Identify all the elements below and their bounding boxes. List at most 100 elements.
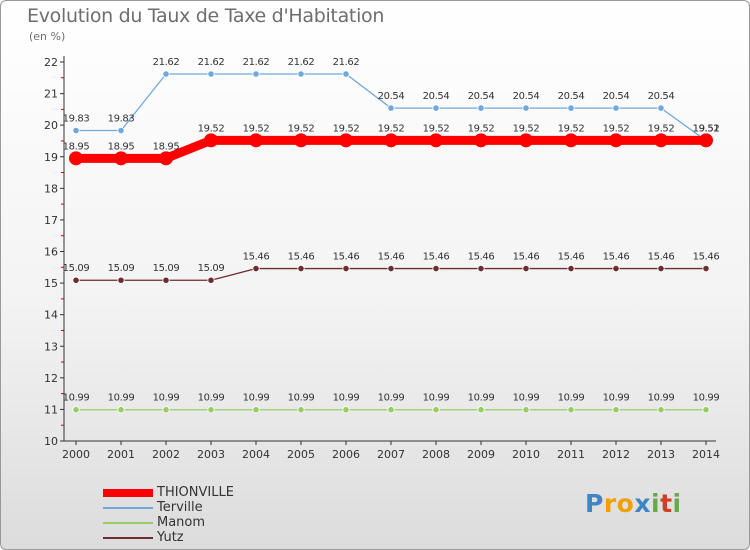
point-manom-2005[interactable] bbox=[297, 406, 305, 414]
data-label-manom-2009: 10.99 bbox=[468, 393, 495, 404]
point-terville-2013[interactable] bbox=[657, 104, 665, 112]
data-label-manom-2008: 10.99 bbox=[423, 393, 450, 404]
point-thionville-2004[interactable] bbox=[249, 133, 263, 148]
point-thionville-2013[interactable] bbox=[654, 133, 668, 148]
point-thionville-2001[interactable] bbox=[114, 151, 128, 166]
data-label-manom-2006: 10.99 bbox=[333, 393, 360, 404]
data-label-yutz-2010: 15.46 bbox=[513, 252, 540, 263]
point-manom-2010[interactable] bbox=[522, 406, 530, 414]
chart-unit-label: (en %) bbox=[29, 30, 66, 43]
data-label-thionville-2007: 19.52 bbox=[378, 123, 405, 134]
point-manom-2004[interactable] bbox=[252, 406, 260, 414]
legend-swatch-yutz bbox=[103, 536, 153, 539]
point-thionville-2002[interactable] bbox=[159, 151, 173, 166]
point-yutz-2002[interactable] bbox=[162, 276, 170, 284]
legend-label-yutz: Yutz bbox=[157, 530, 184, 545]
point-thionville-2003[interactable] bbox=[204, 133, 218, 148]
point-manom-2013[interactable] bbox=[657, 406, 665, 414]
data-label-thionville-2010: 19.52 bbox=[513, 123, 540, 134]
point-manom-2006[interactable] bbox=[342, 406, 350, 414]
logo-letter: x bbox=[634, 489, 651, 518]
data-label-thionville-2014: 19.52 bbox=[693, 123, 720, 134]
point-thionville-2006[interactable] bbox=[339, 133, 353, 148]
data-label-thionville-2000: 18.95 bbox=[63, 141, 90, 152]
point-terville-2011[interactable] bbox=[567, 104, 575, 112]
point-terville-2000[interactable] bbox=[72, 126, 80, 135]
logo-letter: o bbox=[616, 489, 635, 518]
point-manom-2003[interactable] bbox=[207, 406, 215, 414]
y-tick-label-12: 12 bbox=[44, 372, 58, 385]
point-yutz-2008[interactable] bbox=[432, 264, 440, 273]
data-label-yutz-2012: 15.46 bbox=[603, 252, 630, 263]
data-label-manom-2001: 10.99 bbox=[108, 393, 135, 404]
point-terville-2012[interactable] bbox=[612, 104, 620, 112]
point-manom-2007[interactable] bbox=[387, 406, 395, 414]
point-yutz-2004[interactable] bbox=[252, 264, 260, 273]
data-label-terville-2009: 20.54 bbox=[468, 91, 495, 102]
point-terville-2001[interactable] bbox=[117, 126, 125, 135]
legend-item-thionville[interactable]: THIONVILLE bbox=[103, 485, 234, 500]
point-thionville-2011[interactable] bbox=[564, 133, 578, 148]
data-label-terville-2008: 20.54 bbox=[423, 91, 450, 102]
point-thionville-2014[interactable] bbox=[699, 133, 713, 148]
x-tick-label-2010: 2010 bbox=[512, 448, 540, 461]
data-label-manom-2014: 10.99 bbox=[693, 393, 720, 404]
legend-swatch-thionville bbox=[103, 488, 153, 497]
point-yutz-2000[interactable] bbox=[72, 276, 80, 284]
logo-letter: i bbox=[651, 489, 661, 518]
point-thionville-2007[interactable] bbox=[384, 133, 398, 148]
point-manom-2000[interactable] bbox=[72, 406, 80, 414]
point-manom-2012[interactable] bbox=[612, 406, 620, 414]
data-label-thionville-2002: 18.95 bbox=[153, 141, 180, 152]
point-manom-2001[interactable] bbox=[117, 406, 125, 414]
point-yutz-2009[interactable] bbox=[477, 264, 485, 273]
point-terville-2002[interactable] bbox=[162, 70, 170, 78]
point-thionville-2008[interactable] bbox=[429, 133, 443, 148]
point-terville-2010[interactable] bbox=[522, 104, 530, 112]
x-tick-label-2012: 2012 bbox=[602, 448, 630, 461]
point-manom-2009[interactable] bbox=[477, 406, 485, 414]
point-yutz-2011[interactable] bbox=[567, 264, 575, 273]
point-terville-2009[interactable] bbox=[477, 104, 485, 112]
series-layer bbox=[69, 70, 713, 414]
point-thionville-2005[interactable] bbox=[294, 133, 308, 148]
y-tick-label-19: 19 bbox=[44, 151, 58, 164]
point-yutz-2012[interactable] bbox=[612, 264, 620, 273]
logo-letter: r bbox=[603, 489, 617, 518]
point-thionville-2012[interactable] bbox=[609, 133, 623, 148]
data-label-thionville-2003: 19.52 bbox=[198, 123, 225, 134]
point-manom-2011[interactable] bbox=[567, 406, 575, 414]
data-label-terville-2001: 19.83 bbox=[108, 114, 135, 125]
point-yutz-2013[interactable] bbox=[657, 264, 665, 273]
data-label-thionville-2006: 19.52 bbox=[333, 123, 360, 134]
point-terville-2004[interactable] bbox=[252, 70, 260, 78]
point-manom-2002[interactable] bbox=[162, 406, 170, 414]
point-yutz-2014[interactable] bbox=[702, 264, 710, 273]
point-yutz-2006[interactable] bbox=[342, 264, 350, 273]
point-yutz-2001[interactable] bbox=[117, 276, 125, 284]
point-terville-2003[interactable] bbox=[207, 70, 215, 78]
point-yutz-2003[interactable] bbox=[207, 276, 215, 284]
point-terville-2007[interactable] bbox=[387, 104, 395, 112]
point-thionville-2000[interactable] bbox=[69, 151, 83, 166]
legend-item-terville[interactable]: Terville bbox=[103, 500, 234, 515]
point-terville-2006[interactable] bbox=[342, 70, 350, 78]
x-tick-label-2005: 2005 bbox=[287, 448, 315, 461]
point-thionville-2010[interactable] bbox=[519, 133, 533, 148]
logo-letter: P bbox=[585, 489, 604, 518]
point-manom-2008[interactable] bbox=[432, 406, 440, 414]
legend-item-yutz[interactable]: Yutz bbox=[103, 530, 234, 545]
x-tick-label-2002: 2002 bbox=[152, 448, 180, 461]
point-terville-2008[interactable] bbox=[432, 104, 440, 112]
data-label-terville-2013: 20.54 bbox=[648, 91, 675, 102]
legend-item-manom[interactable]: Manom bbox=[103, 515, 234, 530]
y-tick-label-16: 16 bbox=[44, 246, 58, 259]
point-yutz-2005[interactable] bbox=[297, 264, 305, 273]
point-yutz-2010[interactable] bbox=[522, 264, 530, 273]
point-yutz-2007[interactable] bbox=[387, 264, 395, 273]
x-tick-label-2003: 2003 bbox=[197, 448, 225, 461]
point-thionville-2009[interactable] bbox=[474, 133, 488, 148]
point-terville-2005[interactable] bbox=[297, 70, 305, 78]
point-manom-2014[interactable] bbox=[702, 406, 710, 414]
